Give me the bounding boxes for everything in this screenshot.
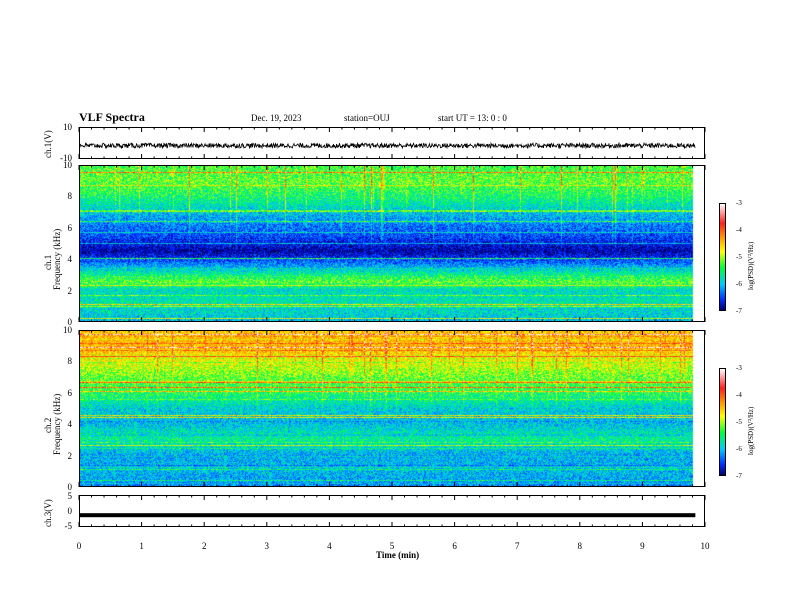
colorbar-tick-label: -3 [736, 364, 742, 372]
colorbar-tick-label: -5 [736, 418, 742, 426]
freq-tick-label: 10 [63, 160, 72, 170]
freq-tick-label: 4 [67, 419, 73, 430]
colorbar-tick-label: -6 [736, 445, 742, 453]
time-tick-label: 7 [514, 541, 520, 551]
colorbar-tick-label: -6 [736, 280, 742, 288]
freq-tick-label: 8 [67, 356, 73, 367]
colorbar-tick-label: -3 [736, 199, 742, 207]
chart-title: VLF Spectra [79, 110, 145, 124]
ch2-spectrogram-panel [79, 330, 705, 487]
colorbar-tick-label: -4 [736, 226, 742, 234]
time-tick-label: 9 [640, 541, 645, 551]
ch1-colorbar [719, 203, 726, 311]
freq-tick-label: 0 [67, 482, 73, 492]
time-tick-label: 5 [389, 541, 395, 551]
chart-station: station=OUJ [344, 113, 390, 123]
ch1-ytick-top: 10 [63, 122, 72, 132]
time-tick-label: 0 [76, 541, 82, 551]
chart-start-time: start UT = 13: 0 : 0 [438, 113, 507, 123]
freq-tick-label: 10 [63, 325, 72, 335]
ch1-waveform [80, 141, 696, 150]
ch1-spectrogram-panel [79, 165, 705, 322]
ch3-ytick-top: 5 [67, 491, 73, 501]
ch3-ytick-bottom: -5 [64, 521, 73, 531]
ch3-ytick-mid: 0 [67, 506, 73, 516]
ch1-spectrogram [80, 166, 704, 321]
time-tick-label: 2 [201, 541, 207, 551]
time-tick-label: 3 [264, 541, 270, 551]
freq-tick-label: 8 [67, 191, 73, 202]
freq-tick-label: 2 [67, 450, 73, 461]
ch2-spectrogram [80, 331, 704, 486]
freq-tick-label: 6 [67, 387, 73, 398]
time-tick-label: 10 [700, 541, 710, 551]
time-tick-label: 1 [139, 541, 144, 551]
ch2-colorbar [719, 368, 726, 476]
time-tick-label: 6 [452, 541, 457, 551]
freq-tick-label: 4 [67, 254, 73, 265]
chart-date: Dec. 19, 2023 [251, 113, 302, 123]
colorbar-tick-label: -4 [736, 391, 742, 399]
time-axis-label: Time (min) [376, 550, 420, 560]
colorbar-tick-label: -7 [736, 472, 742, 480]
time-tick-label: 8 [577, 541, 583, 551]
freq-tick-label: 6 [67, 222, 73, 233]
freq-tick-label: 2 [67, 285, 73, 296]
freq-tick-label: 0 [67, 317, 73, 327]
colorbar-tick-label: -5 [736, 253, 742, 261]
ch3-waveform [80, 513, 696, 518]
colorbar-tick-label: -7 [736, 307, 742, 315]
time-tick-label: 4 [327, 541, 332, 551]
ch3-trace [80, 513, 696, 518]
ch1-waveform-trace [80, 141, 696, 150]
ch1-ytick-bottom: -10 [60, 153, 72, 163]
